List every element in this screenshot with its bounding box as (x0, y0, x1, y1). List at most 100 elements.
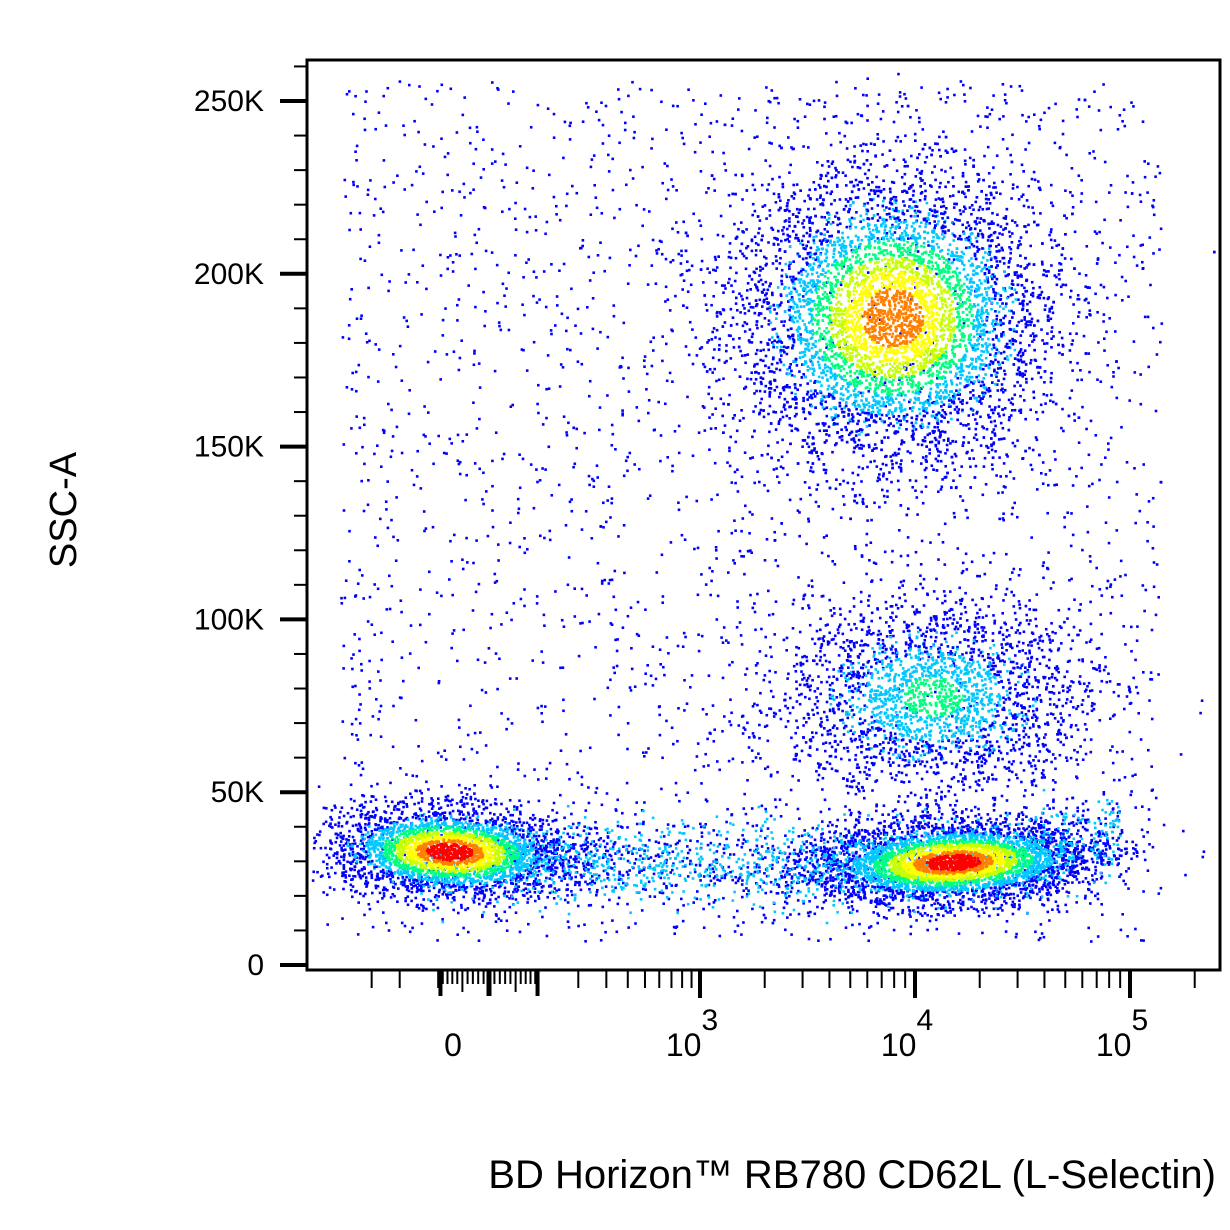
event-dot (661, 756, 664, 760)
event-dot (711, 371, 714, 374)
event-dot (746, 377, 749, 381)
event-dot (769, 814, 773, 818)
event-dot (1068, 688, 1071, 692)
event-dot (481, 498, 484, 501)
event-dot (364, 813, 367, 817)
event-dot (364, 332, 368, 335)
event-dot (1080, 179, 1083, 182)
event-dot (875, 803, 878, 806)
event-dot (1009, 414, 1013, 417)
event-dot (876, 237, 880, 240)
event-dot (1036, 418, 1039, 421)
event-dot (887, 751, 891, 755)
event-dot (1013, 611, 1017, 615)
event-dot (1088, 689, 1092, 693)
event-dot (985, 906, 988, 910)
event-dot (591, 477, 594, 481)
event-dot (759, 249, 762, 252)
event-dot (507, 102, 510, 105)
event-dot (1061, 283, 1065, 287)
event-dot (817, 99, 821, 102)
event-dot (495, 263, 499, 267)
event-dot (455, 802, 459, 805)
event-dot (898, 529, 901, 532)
event-dot (453, 533, 456, 537)
event-dot (798, 630, 802, 634)
event-dot (833, 894, 836, 898)
event-dot (742, 807, 746, 810)
event-dot (943, 613, 947, 616)
event-dot (1011, 397, 1014, 400)
event-dot (740, 294, 743, 298)
event-dot (819, 617, 822, 621)
event-dot (731, 192, 734, 196)
event-dot (402, 679, 405, 683)
event-dot (537, 894, 540, 898)
event-dot (959, 495, 962, 498)
event-dot (925, 455, 928, 458)
event-dot (1046, 821, 1050, 825)
event-dot (700, 835, 704, 838)
event-dot (355, 415, 358, 418)
event-dot (1001, 821, 1005, 824)
event-dot (965, 568, 969, 571)
event-dot (1034, 617, 1037, 621)
event-dot (915, 611, 919, 614)
event-dot (489, 901, 492, 905)
event-dot (707, 674, 711, 677)
event-dot (892, 816, 895, 819)
event-dot (878, 318, 882, 321)
event-dot (795, 719, 798, 723)
event-dot (815, 629, 819, 633)
event-dot (421, 909, 425, 912)
event-dot (922, 604, 926, 607)
event-dot (804, 695, 807, 699)
event-dot (886, 489, 889, 493)
event-dot (740, 933, 743, 936)
event-dot (814, 872, 817, 875)
event-dot (364, 100, 367, 103)
event-dot (626, 455, 629, 459)
event-dot (932, 771, 936, 774)
event-dot (376, 587, 380, 591)
event-dot (1106, 579, 1110, 583)
event-dot (1015, 740, 1018, 744)
event-dot (826, 643, 830, 646)
event-dot (849, 160, 852, 164)
event-dot (792, 598, 796, 602)
event-dot (484, 691, 488, 694)
event-dot (776, 883, 779, 886)
event-dot (1020, 752, 1023, 756)
event-dot (671, 259, 675, 262)
event-dot (456, 659, 459, 663)
event-dot (1155, 353, 1159, 356)
event-dot (753, 429, 756, 433)
event-dot (1033, 348, 1036, 352)
event-dot (798, 511, 801, 514)
event-dot (1043, 776, 1046, 779)
event-dot (606, 849, 610, 853)
event-dot (951, 176, 955, 179)
event-dot (722, 402, 725, 406)
event-dot (769, 773, 773, 777)
event-dot (993, 434, 997, 437)
event-dot (1201, 855, 1205, 859)
event-dot (986, 813, 990, 816)
event-dot (1100, 875, 1104, 878)
event-dot (419, 487, 423, 490)
event-dot (724, 287, 727, 290)
event-dot (756, 703, 759, 707)
event-dot (1019, 254, 1022, 257)
event-dot (983, 154, 986, 158)
event-dot (729, 256, 733, 260)
event-dot (937, 786, 941, 789)
event-dot (325, 862, 329, 866)
event-dot (1034, 930, 1037, 934)
event-dot (987, 733, 990, 737)
event-dot (911, 486, 914, 489)
event-dot (1075, 758, 1078, 762)
event-dot (420, 791, 423, 795)
event-dot (914, 587, 918, 591)
event-dot (943, 599, 947, 603)
event-dot (327, 872, 330, 876)
